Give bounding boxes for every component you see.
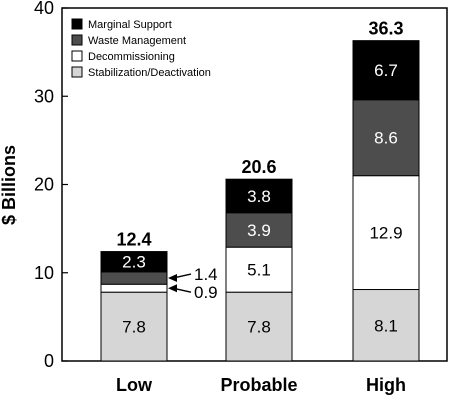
y-tick-label: 20: [34, 175, 54, 195]
y-tick-label: 0: [44, 351, 54, 371]
legend-label: Marginal Support: [88, 19, 172, 31]
bar-segment-marginal-support: [100, 251, 168, 273]
segment-value-label: 3.9: [247, 221, 271, 240]
segment-value-label: 3.8: [247, 187, 271, 206]
bar-segment-waste-management: [100, 271, 168, 285]
segment-value-label: 5.1: [247, 261, 271, 280]
segment-value-label: 12.9: [369, 224, 402, 243]
segment-value-label: 8.6: [374, 129, 398, 148]
bar-segment-decommissioning: [352, 175, 420, 291]
bar-total-label: 20.6: [241, 157, 276, 177]
segment-value-label: 7.8: [247, 318, 271, 337]
legend: Marginal Support Waste Management Decommis…: [71, 18, 211, 79]
segment-value-label: 6.7: [374, 61, 398, 80]
y-tick-label: 30: [34, 86, 54, 106]
legend-swatch: [71, 66, 83, 78]
callouts: 0.91.4: [168, 265, 218, 302]
segment-value-callout: 0.9: [194, 283, 218, 302]
legend-swatch: [71, 50, 83, 62]
bar-segment-marginal-support: [225, 178, 293, 214]
bar-segment-decommissioning: [100, 283, 168, 293]
category-label: Probable: [220, 375, 297, 395]
bar-segment-waste-management: [225, 212, 293, 248]
bar-segment-waste-management: [352, 99, 420, 177]
category-label: Low: [116, 375, 153, 395]
y-tick-label: 10: [34, 263, 54, 283]
callout-arrow-head: [168, 274, 177, 283]
y-tick-label: 40: [34, 0, 54, 18]
segment-value-label: 8.1: [374, 316, 398, 335]
legend-label: Waste Management: [88, 35, 186, 47]
legend-swatch: [71, 18, 83, 30]
callout-arrow-head: [168, 284, 177, 293]
x-axis: Low Probable High: [116, 375, 406, 395]
bar-segment-stabilization-deactivation: [225, 291, 293, 362]
bar-total-label: 36.3: [368, 19, 403, 39]
segment-value-label: 2.3: [122, 253, 146, 272]
bar-total-label: 12.4: [116, 230, 151, 250]
legend-label: Stabilization/Deactivation: [88, 67, 211, 79]
legend-label: Decommissioning: [88, 51, 175, 63]
y-axis-label: $ Billions: [0, 145, 19, 225]
category-label: High: [366, 375, 406, 395]
segment-value-label: 7.8: [122, 318, 146, 337]
bar-segment-stabilization-deactivation: [352, 289, 420, 362]
segment-value-callout: 1.4: [194, 265, 218, 284]
bar-segment-decommissioning: [225, 246, 293, 293]
bars: 7.8 2.3 12.4 7.8 5.1 3.9 3.8 20.6 8.1 12.9 8.6 6.7 3…: [100, 19, 420, 362]
y-axis: 0 10 20 30 40: [34, 0, 68, 371]
bar-segment-marginal-support: [352, 40, 420, 101]
legend-swatch: [71, 34, 83, 46]
